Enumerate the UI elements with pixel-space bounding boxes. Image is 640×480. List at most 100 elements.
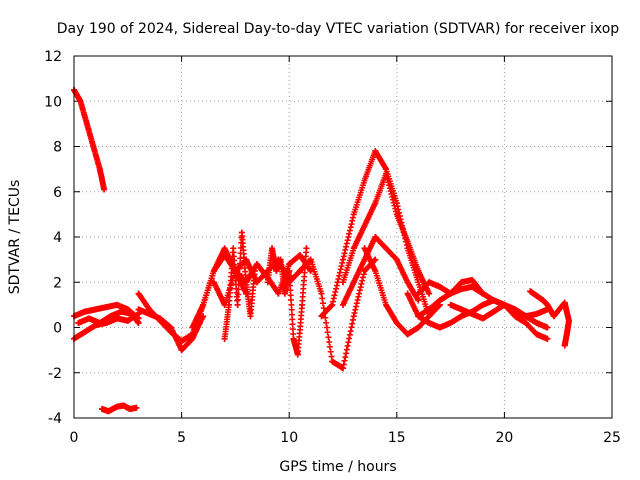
data-point [404, 290, 411, 297]
data-point [135, 306, 142, 313]
data-point [178, 347, 185, 354]
data-point [361, 222, 368, 229]
data-point [350, 313, 357, 320]
data-point [210, 279, 217, 286]
data-point [268, 245, 275, 252]
series-sat-p [361, 245, 443, 338]
data-point [296, 267, 303, 274]
data-point [561, 299, 568, 306]
data-point [544, 324, 551, 331]
data-point [96, 166, 103, 173]
data-point [544, 301, 551, 308]
data-point [544, 335, 551, 342]
data-point [253, 279, 260, 286]
data-point [230, 245, 237, 252]
data-point [90, 143, 97, 150]
data-point [103, 304, 110, 311]
data-point [426, 319, 433, 326]
data-point [167, 324, 174, 331]
data-point [372, 234, 379, 240]
data-point [426, 279, 433, 286]
data-point [118, 308, 125, 315]
data-point [221, 335, 228, 342]
data-point [372, 148, 379, 155]
data-point [415, 313, 422, 320]
data-point [415, 297, 422, 304]
data-point [81, 308, 88, 315]
x-tick-label: 15 [388, 430, 406, 446]
data-point [436, 297, 443, 304]
data-point [303, 245, 310, 252]
y-axis-label: SDTVAR / TECUs [7, 180, 23, 295]
y-tick-label: 2 [53, 275, 62, 291]
data-point [83, 120, 90, 127]
data-point [458, 306, 465, 313]
data-point [299, 301, 306, 308]
y-tick-label: 6 [53, 185, 62, 201]
data-point [133, 404, 140, 411]
data-point [307, 267, 314, 274]
data-point [469, 276, 476, 283]
chart-title: Day 190 of 2024, Sidereal Day-to-day VTE… [57, 21, 620, 37]
data-point [372, 267, 379, 274]
data-point [361, 177, 368, 184]
data-point [318, 313, 325, 320]
data-point [550, 313, 557, 320]
data-point [135, 290, 142, 297]
data-point [294, 351, 301, 358]
data-point [533, 319, 540, 326]
data-point [383, 170, 390, 177]
data-point [501, 301, 508, 308]
data-point [447, 290, 454, 297]
data-point [286, 267, 293, 274]
data-point [340, 301, 346, 308]
data-point [533, 292, 540, 299]
data-point [329, 301, 336, 308]
series-sat-g [135, 306, 207, 354]
y-tick-label: 4 [53, 230, 62, 246]
data-point [415, 290, 422, 297]
data-point [479, 301, 486, 308]
data-point [372, 200, 379, 207]
data-point [189, 324, 196, 331]
data-point [469, 283, 476, 290]
data-point [307, 256, 314, 263]
series-sat-k [264, 245, 310, 358]
data-point [415, 267, 422, 274]
data-point [200, 313, 207, 320]
series-sat-n [340, 170, 433, 297]
data-point [415, 324, 422, 331]
x-tick-label: 10 [280, 430, 298, 446]
data-point [340, 256, 346, 263]
data-point [200, 301, 207, 308]
data-point [383, 301, 390, 308]
series-sat-l [296, 256, 379, 372]
data-point [247, 313, 254, 320]
data-point [86, 315, 93, 322]
series-sat-b [98, 402, 140, 415]
data-point [426, 290, 433, 297]
x-tick-label: 20 [495, 430, 513, 446]
data-point [522, 313, 529, 320]
data-point [350, 279, 357, 286]
data-point [458, 286, 465, 293]
data-point [426, 313, 433, 320]
y-tick-label: -4 [48, 411, 62, 427]
data-point [447, 301, 454, 308]
data-point [565, 317, 572, 324]
data-point [221, 252, 228, 259]
data-point [533, 310, 540, 317]
series-sat-a [71, 86, 108, 193]
data-point [393, 319, 400, 326]
y-tick-label: 8 [53, 140, 62, 156]
data-point [264, 279, 271, 286]
data-point [561, 342, 568, 349]
y-tick-label: 12 [44, 49, 62, 65]
series-sat-u [527, 288, 572, 349]
data-point [393, 211, 400, 218]
data-point [275, 290, 282, 297]
data-point [146, 310, 153, 317]
